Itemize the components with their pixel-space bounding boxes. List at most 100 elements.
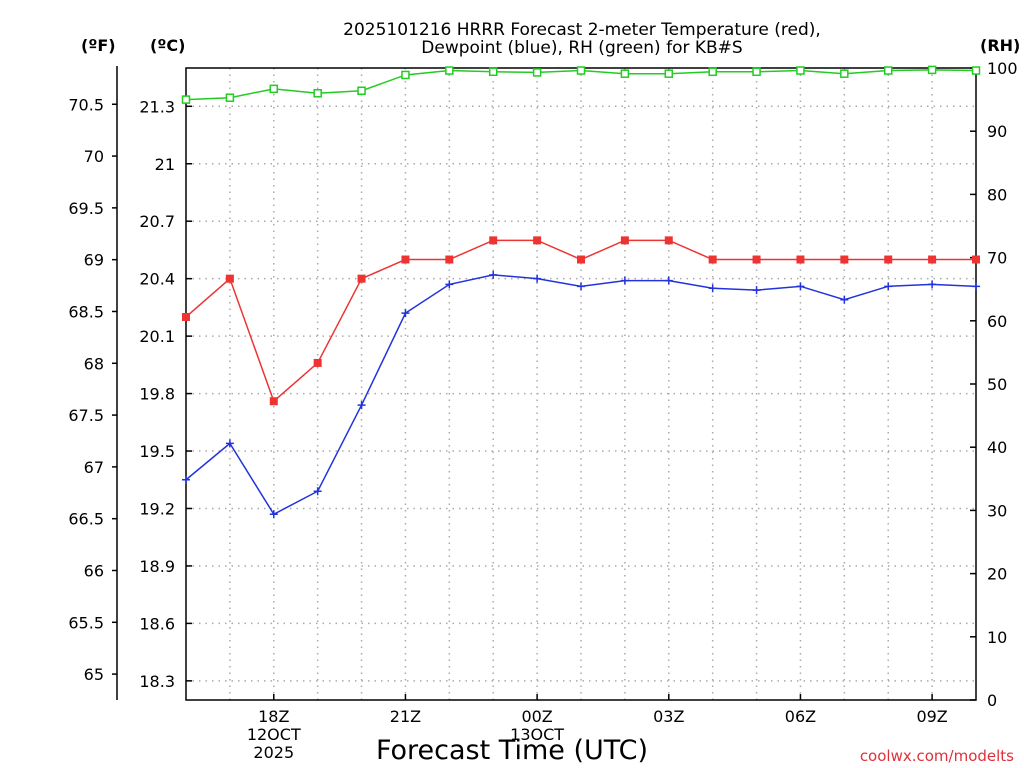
temperature-point [533,236,542,245]
f-tick-label: 66.5 [68,510,104,529]
rh-point [225,93,235,102]
temperature-point [401,255,410,264]
temperature-point [269,397,278,406]
temperature-point [313,358,322,367]
dewpoint-point [225,439,234,448]
c-tick-label: 20.4 [139,270,175,289]
temperature-point [664,236,673,245]
c-tick-label: 18.3 [139,672,175,691]
rh-point [971,66,981,75]
rh-tick-label: 70 [987,249,1007,268]
chart-title-line-1: 2025101216 HRRR Forecast 2-meter Tempera… [343,20,821,40]
x-tick-label: 12OCT [247,725,301,744]
rh-tick-label: 80 [987,185,1007,204]
dewpoint-point [972,282,980,291]
c-tick-label: 18.9 [139,557,175,576]
dewpoint-point [313,487,322,496]
chart-title-line-2: Dewpoint (blue), RH (green) for KB#S [421,38,742,58]
temperature-point [972,255,980,264]
dewpoint-point [840,295,849,304]
f-tick-label: 69 [84,251,104,270]
dewpoint-point [664,276,673,285]
x-tick-label: 13OCT [510,725,564,744]
c-tick-label: 18.6 [139,614,175,633]
x-tick-label: 06Z [785,707,816,726]
rh-point [752,67,761,77]
f-tick-label: 65 [84,665,104,684]
c-tick-label: 20.1 [139,327,175,346]
f-tick-label: 68 [84,354,104,373]
rh-tick-label: 20 [987,565,1007,584]
dewpoint-point [708,284,717,293]
temperature-point [620,236,629,245]
x-tick-label: 00Z [521,707,552,726]
dewpoint-point [533,274,542,283]
f-tick-label: 67 [84,458,104,477]
dewpoint-point [445,280,454,289]
dewpoint-point [182,475,190,484]
dewpoint-point [401,309,410,318]
temperature-point [752,255,761,264]
c-tick-label: 20.7 [139,212,175,231]
temperature-point [708,255,717,264]
c-tick-label: 21.3 [139,97,175,116]
plot-frame [185,67,977,701]
f-tick-label: 65.5 [68,613,104,632]
dewpoint-point [489,270,498,279]
f-tick-label: 69.5 [68,199,104,218]
dewpoint-point [796,282,805,291]
dewpoint-point [884,282,893,291]
dewpoint-point [357,401,366,410]
rh-point [708,67,717,77]
rh-point [620,69,630,78]
rh-point [796,66,805,75]
rh-point [664,69,674,78]
f-tick-label: 70.5 [68,95,104,114]
rh-tick-label: 50 [987,375,1007,394]
dewpoint-point [620,276,629,285]
x-tick-label: 21Z [390,707,421,726]
rh-point [181,95,191,104]
dewpoint-point [269,510,278,519]
grid-layer [186,68,976,700]
rh-tick-label: 40 [987,438,1007,457]
left-c-unit-label: (ºC) [150,36,185,55]
temperature-point [182,312,190,321]
x-axis-label: Forecast Time (UTC) [376,735,648,766]
temperature-point [225,274,234,283]
rh-point [357,86,366,96]
c-tick-label: 19.2 [139,499,175,518]
f-tick-label: 68.5 [68,302,104,321]
rh-point [401,70,410,80]
temperature-point [928,255,937,264]
temperature-point [445,255,454,264]
rh-tick-label: 100 [987,59,1018,78]
rh-tick-label: 10 [987,628,1007,647]
f-tick-label: 70 [84,147,104,166]
temperature-point [796,255,805,264]
rh-tick-label: 0 [987,691,997,710]
x-tick-label: 18Z [258,707,289,726]
rh-tick-label: 90 [987,122,1007,141]
rh-tick-label: 60 [987,312,1007,331]
temperature-point [489,236,498,245]
f-tick-label: 66 [84,561,104,580]
x-tick-label: 09Z [916,707,947,726]
rh-point [576,66,586,75]
labels-layer: 65 65.5 66 66.5 67 67.5 68 68.5 69 69.5 70 70.5 18.3… [68,59,1017,762]
left-f-unit-label: (ºF) [81,36,116,55]
temperature-point [840,255,849,264]
temperature-point [357,274,366,283]
rh-point [488,67,498,77]
rh-tick-label: 30 [987,501,1007,520]
rh-point [445,66,454,75]
dewpoint-point [577,282,585,291]
axes-layer [112,66,977,701]
dewpoint-point [752,286,761,295]
dewpoint-point [928,280,937,289]
series-layer [181,65,981,519]
rh-point [269,84,279,94]
temperature-point [577,255,585,264]
right-rh-unit-label: (RH) [980,36,1020,55]
